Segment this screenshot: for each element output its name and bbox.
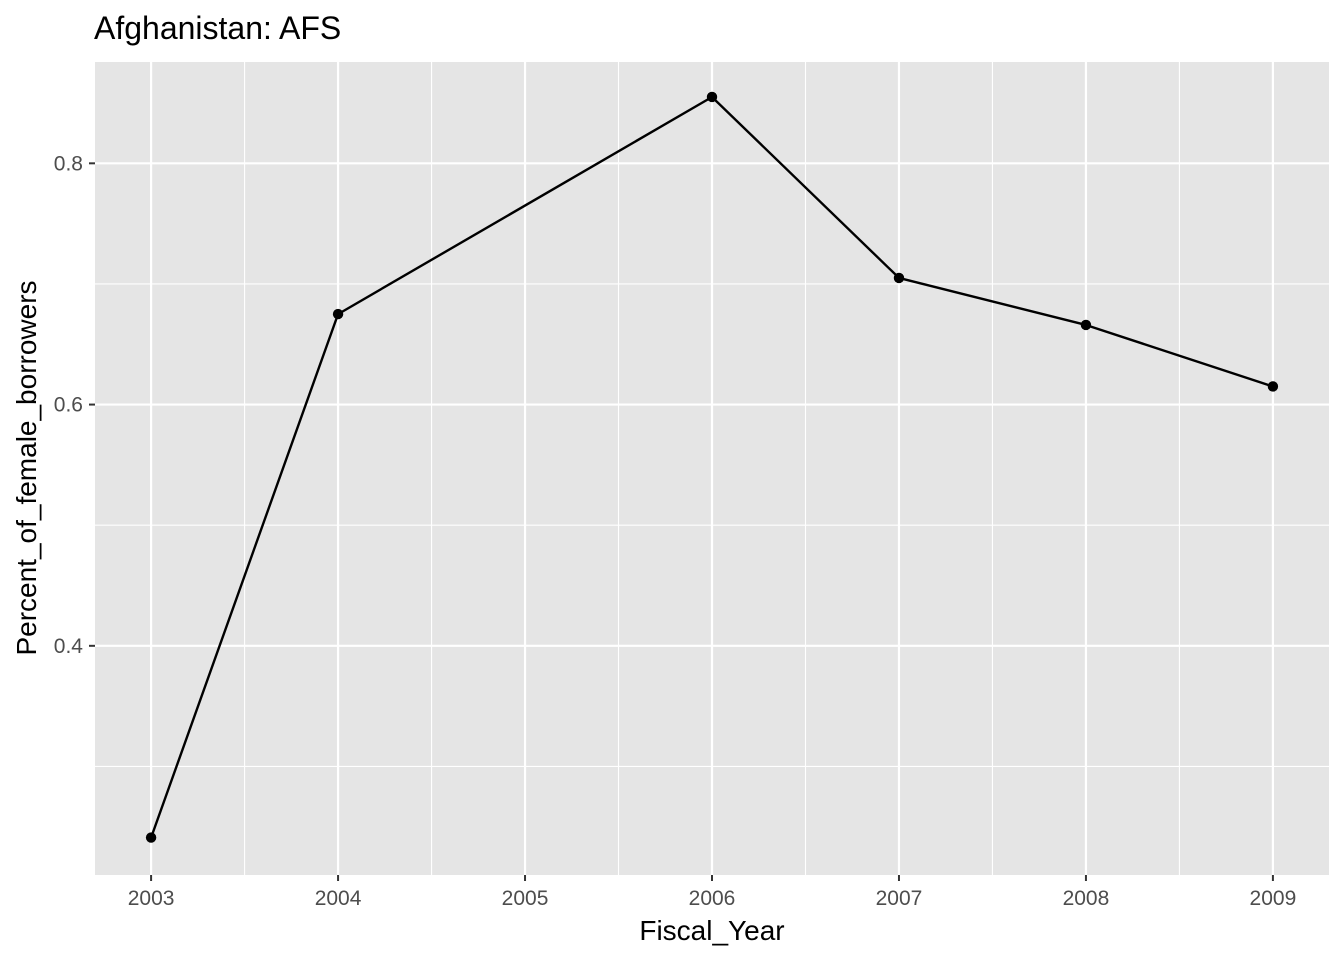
x-tick-label: 2004 [315,887,362,910]
data-point [1080,319,1092,331]
data-point [706,91,718,103]
x-axis: 2003 2004 2005 2006 2007 2008 2009 [128,875,1297,910]
major-gridlines [95,62,1329,875]
x-tick-label: 2007 [876,887,923,910]
y-axis: 0.4 0.6 0.8 [54,152,95,658]
x-tick-label: 2008 [1063,887,1110,910]
y-tick-label: 0.4 [54,635,84,658]
data-point [1267,381,1279,392]
y-axis-label: Percent_of_female_borrowers [11,280,42,655]
data-point [145,832,157,843]
y-tick-label: 0.8 [54,152,83,175]
x-tick-label: 2006 [689,887,736,910]
x-tick-label: 2003 [128,887,175,910]
data-point [332,308,344,320]
data-series [145,91,1279,843]
data-point [893,272,905,284]
x-axis-label: Fiscal_Year [639,915,784,946]
minor-gridlines [95,62,1329,875]
chart-title: Afghanistan: AFS [94,10,341,46]
y-tick-label: 0.6 [54,394,83,417]
series-line [149,95,1274,839]
x-tick-label: 2005 [502,887,549,910]
x-tick-label: 2009 [1250,887,1297,910]
